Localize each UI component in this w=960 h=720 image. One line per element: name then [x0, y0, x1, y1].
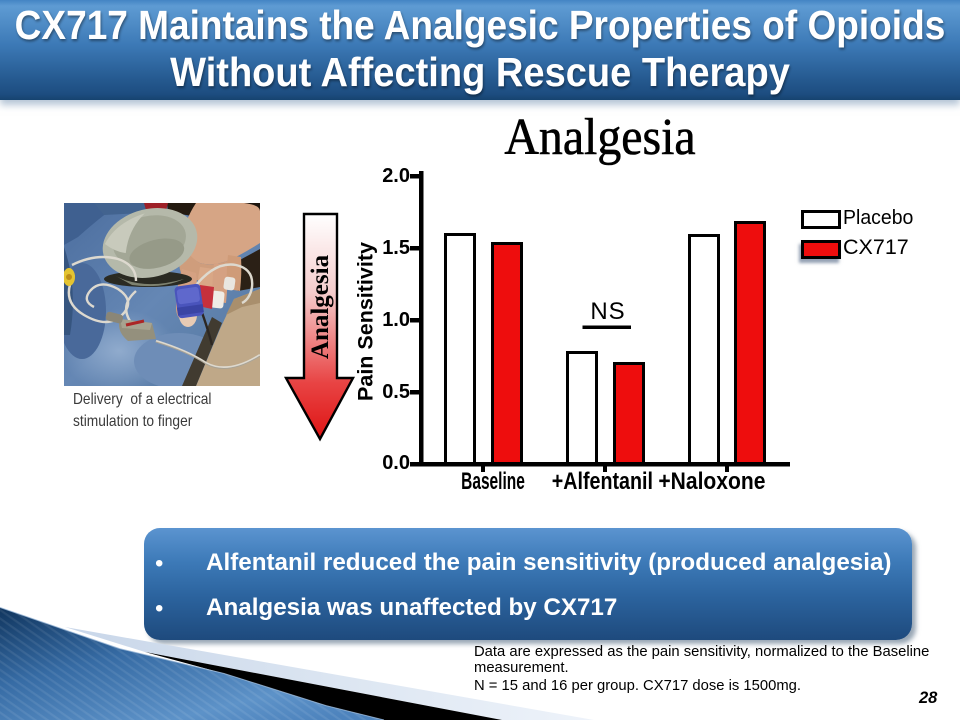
svg-text:Analgesia: Analgesia — [307, 254, 334, 359]
